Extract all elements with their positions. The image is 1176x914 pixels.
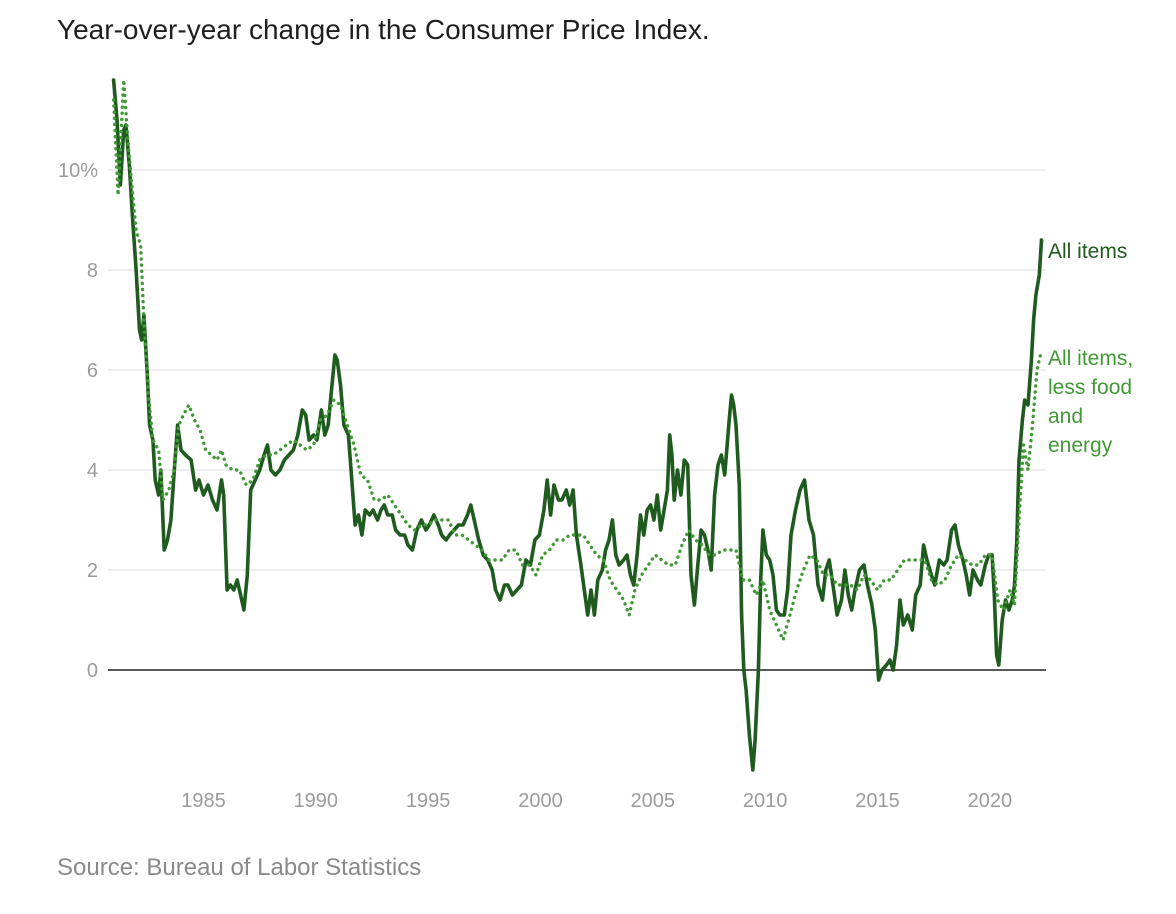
y-tick-label-4: 4 (87, 460, 98, 482)
gridlines (108, 169, 1046, 671)
y-tick-label-0: 0 (87, 660, 98, 682)
core-cpi-line (111, 78, 1044, 642)
y-tick-label-10: 10% (58, 160, 98, 182)
x-tick-label-2010: 2010 (743, 790, 788, 812)
legend-label-all-items-line-0: All items (1048, 240, 1127, 263)
x-tick-label-1990: 1990 (294, 790, 339, 812)
y-tick-label-8: 8 (87, 260, 98, 282)
legend-label-core-line-1: less food (1048, 376, 1132, 399)
x-tick-label-2005: 2005 (631, 790, 676, 812)
legend-label-core-line-3: energy (1048, 434, 1113, 457)
chart-title: Year-over-year change in the Consumer Pr… (57, 14, 710, 45)
x-tick-label-2020: 2020 (968, 790, 1013, 812)
source-note: Source: Bureau of Labor Statistics (57, 854, 422, 881)
x-tick-label-1985: 1985 (181, 790, 226, 812)
series-lines (111, 78, 1044, 772)
legend: All items All items, less food and energy (1048, 240, 1133, 457)
y-tick-label-6: 6 (87, 360, 98, 382)
x-axis-ticks: 1985 1990 1995 2000 2005 2010 2015 2020 (181, 790, 1012, 812)
all-items-line (111, 78, 1044, 772)
y-tick-label-2: 2 (87, 560, 98, 582)
x-tick-label-2000: 2000 (518, 790, 563, 812)
x-tick-label-2015: 2015 (855, 790, 900, 812)
x-tick-label-1995: 1995 (406, 790, 451, 812)
legend-label-core-line-0: All items, (1048, 347, 1133, 370)
legend-label-core-line-2: and (1048, 405, 1083, 428)
y-axis-ticks: 0 2 4 6 8 10% (58, 160, 98, 682)
